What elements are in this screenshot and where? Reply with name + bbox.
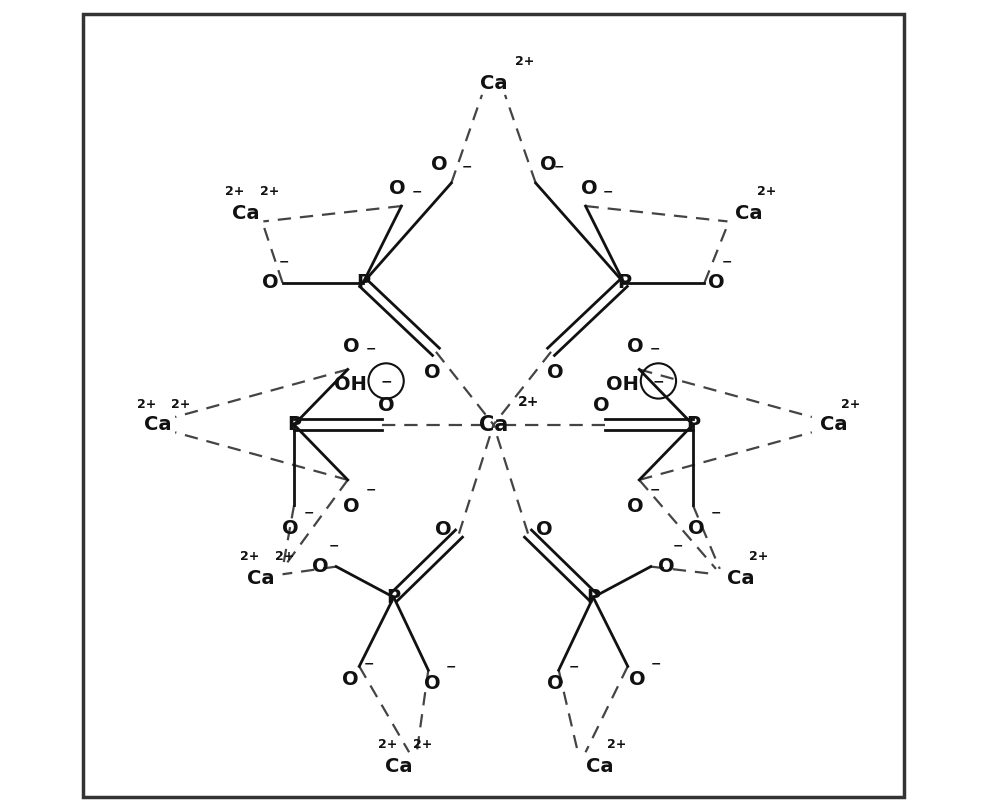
Text: O: O [708, 273, 724, 292]
Text: 2+: 2+ [748, 550, 767, 563]
Text: O: O [539, 155, 555, 174]
Text: Ca: Ca [247, 569, 274, 588]
Text: −: − [365, 342, 376, 356]
Text: Ca: Ca [479, 74, 507, 92]
Text: O: O [626, 497, 643, 516]
Text: −: − [380, 374, 391, 388]
Text: 2+: 2+ [225, 186, 245, 199]
Text: −: − [446, 661, 456, 674]
Text: −: − [722, 256, 732, 269]
Text: Ca: Ca [478, 414, 508, 435]
Text: −: − [649, 484, 659, 497]
Text: −: − [460, 161, 471, 174]
Text: O: O [341, 670, 358, 689]
Text: 2+: 2+ [137, 398, 156, 411]
Text: Ca: Ca [232, 204, 259, 223]
Text: O: O [628, 670, 645, 689]
Text: O: O [626, 337, 643, 356]
Text: OH: OH [605, 375, 639, 394]
Text: Ca: Ca [727, 569, 754, 588]
Text: O: O [262, 273, 278, 292]
Text: −: − [304, 506, 315, 519]
Text: Ca: Ca [735, 204, 762, 223]
Text: −: − [650, 657, 661, 670]
Text: 2+: 2+ [259, 186, 279, 199]
Text: 2+: 2+ [840, 398, 860, 411]
Text: Ca: Ca [386, 757, 412, 775]
Text: −: − [671, 540, 682, 553]
Text: −: − [710, 506, 721, 519]
Text: −: − [411, 186, 421, 199]
Text: P: P [287, 415, 301, 434]
Text: O: O [688, 519, 704, 538]
Text: 2+: 2+ [378, 738, 397, 751]
Text: −: − [364, 657, 374, 670]
Text: O: O [431, 155, 447, 174]
Text: O: O [535, 521, 552, 539]
Text: −: − [328, 540, 339, 553]
Text: O: O [343, 337, 360, 356]
Text: Ca: Ca [818, 415, 846, 434]
Text: 2+: 2+ [518, 395, 539, 410]
Text: −: − [649, 342, 659, 356]
Text: O: O [312, 557, 328, 576]
Text: Ca: Ca [144, 415, 172, 434]
Text: O: O [343, 497, 360, 516]
Text: 2+: 2+ [515, 55, 533, 68]
Text: O: O [581, 179, 598, 199]
Text: −: − [365, 484, 376, 497]
Text: −: − [602, 186, 613, 199]
Text: Ca: Ca [585, 757, 612, 775]
Text: O: O [434, 521, 451, 539]
Text: O: O [658, 557, 674, 576]
Text: OH: OH [333, 375, 367, 394]
Text: −: − [553, 161, 563, 174]
Text: 2+: 2+ [412, 738, 432, 751]
Text: O: O [378, 397, 394, 415]
Text: O: O [546, 674, 563, 693]
Text: −: − [278, 256, 289, 269]
Text: P: P [685, 415, 699, 434]
Text: O: O [282, 519, 298, 538]
Text: O: O [546, 363, 563, 382]
Text: 2+: 2+ [241, 550, 259, 563]
Text: −: − [652, 374, 664, 388]
Text: P: P [387, 588, 400, 607]
Text: 2+: 2+ [274, 550, 294, 563]
Text: O: O [592, 397, 608, 415]
Text: P: P [586, 588, 599, 607]
Text: O: O [423, 674, 440, 693]
Text: O: O [423, 363, 440, 382]
Text: 2+: 2+ [756, 186, 775, 199]
Text: P: P [616, 273, 630, 292]
Text: P: P [356, 273, 370, 292]
Text: −: − [568, 661, 579, 674]
Text: 2+: 2+ [172, 398, 190, 411]
Text: O: O [388, 179, 405, 199]
Text: 2+: 2+ [606, 738, 626, 751]
